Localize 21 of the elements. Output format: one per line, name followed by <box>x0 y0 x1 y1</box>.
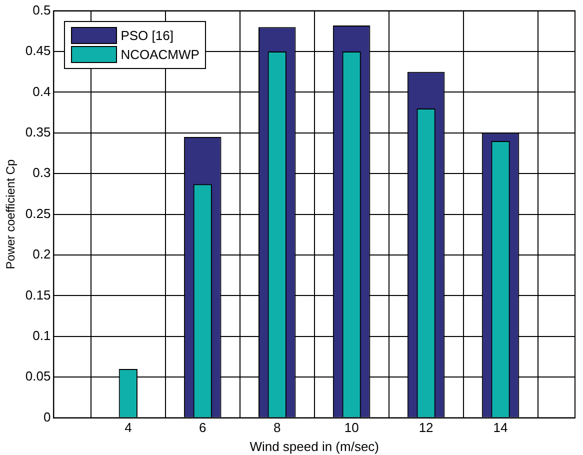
y-tick-label: 0.5 <box>32 2 51 18</box>
y-axis-title: Power coefficient Cp <box>4 159 18 270</box>
y-tick-label: 0.1 <box>32 328 51 343</box>
legend-label: PSO [16] <box>120 28 174 43</box>
y-tick-label: 0.15 <box>25 287 51 302</box>
x-tick-label: 6 <box>199 420 206 436</box>
x-tick-label: 14 <box>493 420 508 436</box>
x-tick-label: 12 <box>418 420 434 436</box>
x-axis-title: Wind speed in (m/sec) <box>250 438 380 454</box>
y-tick-label: 0.4 <box>32 84 51 99</box>
y-tick-label: 0.3 <box>32 165 51 180</box>
legend-label: NCOACMWP <box>120 46 200 62</box>
y-tick-label: 0.2 <box>32 246 51 262</box>
y-tick-label: 0.25 <box>25 206 51 221</box>
y-tick-label: 0.35 <box>25 124 51 140</box>
x-tick-label: 8 <box>274 420 281 436</box>
y-tick-label: 0.05 <box>25 368 51 384</box>
x-tick-label: 4 <box>124 420 132 436</box>
y-tick-label: 0 <box>43 409 51 424</box>
y-tick-label: 0.45 <box>25 43 51 58</box>
x-tick-label: 10 <box>344 420 359 436</box>
